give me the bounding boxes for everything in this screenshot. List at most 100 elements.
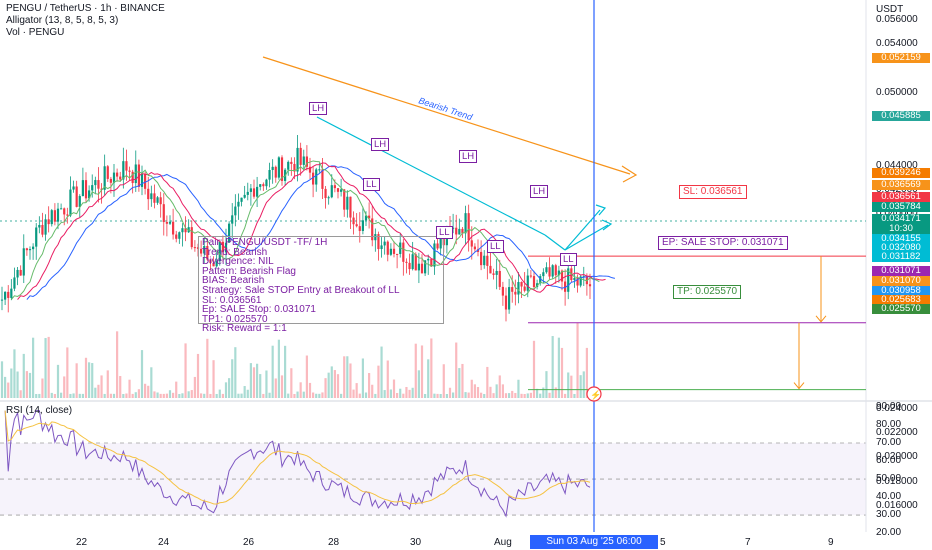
candle-body [293, 163, 296, 172]
candle-body [458, 228, 461, 235]
volume-bar [125, 393, 128, 398]
volume-bar [203, 393, 206, 398]
trend-arrow-head [621, 165, 638, 183]
volume-bar [573, 393, 576, 398]
candle-body [480, 251, 483, 266]
volume-bar [156, 392, 159, 398]
candle-body [374, 234, 377, 241]
sl-level-label: SL: 0.036561 [679, 185, 747, 199]
volume-bar [122, 394, 125, 398]
candle-body [343, 189, 346, 210]
ep-level-label: EP: SALE STOP: 0.031071 [658, 236, 788, 250]
volume-bar [284, 345, 287, 398]
candle-body [414, 254, 417, 271]
candle-body [35, 227, 38, 247]
candle-body [60, 208, 63, 210]
candle-body [529, 275, 532, 277]
candle-body [140, 173, 144, 187]
volume-bar [4, 376, 7, 398]
volume-bar [476, 387, 480, 398]
volume-bar [119, 376, 122, 398]
candle-body [153, 193, 156, 203]
candle-body [16, 269, 19, 278]
volume-bar [532, 340, 536, 398]
candle-body [200, 248, 203, 254]
candle-body [259, 184, 262, 187]
candle-body [206, 246, 209, 260]
candle-body [53, 210, 56, 222]
candle-body [19, 269, 22, 276]
rsi-tick-label: 90.00 [876, 401, 902, 412]
volume-bar [361, 358, 364, 398]
volume-bar [554, 387, 557, 398]
volume-bar [557, 337, 560, 398]
volume-bar [112, 393, 116, 398]
candle-body [184, 228, 187, 233]
candle-body [588, 284, 592, 287]
cursor-date-label: Sun 03 Aug '25 06:00 [530, 535, 658, 549]
volume-bar [47, 336, 50, 398]
volume-bar [576, 322, 579, 398]
note-line: Strategy: Sale STOP Entry at Breakout of… [202, 284, 400, 296]
volume-bar [436, 393, 439, 398]
time-tick-label: 22 [76, 537, 88, 548]
candle-body [504, 295, 508, 310]
volume-bar [312, 392, 315, 398]
volume-bar [504, 393, 508, 398]
candle-body [327, 197, 330, 199]
candle-body [147, 188, 150, 200]
candle-body [100, 188, 103, 190]
volume-bar [480, 392, 483, 398]
price-tick-label: 0.016000 [876, 499, 918, 511]
volume-bar [168, 390, 172, 398]
candle-body [352, 217, 355, 225]
candle-body [175, 234, 178, 239]
volume-bar [545, 371, 548, 398]
time-tick-label: 5 [660, 537, 666, 548]
candle-body [10, 288, 13, 298]
lower-low-tag: LL [363, 178, 380, 191]
candle-body [240, 197, 243, 202]
candle-body [420, 263, 424, 274]
volume-bar [16, 371, 19, 398]
volume-bar [256, 363, 259, 398]
volume-bar [134, 392, 137, 398]
candle-body [66, 214, 69, 216]
volume-bar [88, 362, 91, 398]
volume-bar [252, 367, 256, 398]
candle-body [321, 169, 324, 189]
candle-body [579, 276, 582, 286]
candle-body [144, 173, 147, 189]
candle-body [473, 246, 476, 250]
lightning-icon [586, 386, 602, 402]
candle-body [150, 193, 153, 200]
volume-bar [420, 345, 424, 398]
price-marker-box: 0.036569 [872, 180, 930, 190]
candle-body [492, 273, 495, 275]
price-tick-label: 0.022000 [876, 426, 918, 438]
candle-body [312, 172, 315, 185]
price-marker-box: 0.052159 [872, 53, 930, 63]
candle-body [427, 258, 430, 261]
candle-body [190, 227, 193, 248]
channel-flag-lower [564, 224, 609, 251]
volume-bar [196, 353, 200, 398]
price-tick-label: 0.018000 [876, 475, 918, 487]
candle-body [28, 249, 32, 251]
volume-bar [333, 370, 336, 398]
volume-bar [193, 376, 196, 398]
volume-bar [41, 378, 44, 398]
volume-bar [383, 390, 386, 398]
candle-body [411, 254, 414, 270]
candle-body [122, 161, 125, 180]
volume-bar [187, 391, 190, 398]
candle-body [392, 248, 396, 254]
price-tick-label: 0.050000 [876, 86, 918, 98]
volume-bar [352, 389, 355, 398]
candle-body [94, 180, 97, 186]
volume-bar [271, 345, 274, 398]
alligator-lines [10, 160, 616, 300]
volume-bar [427, 359, 430, 398]
candle-body [526, 275, 529, 291]
